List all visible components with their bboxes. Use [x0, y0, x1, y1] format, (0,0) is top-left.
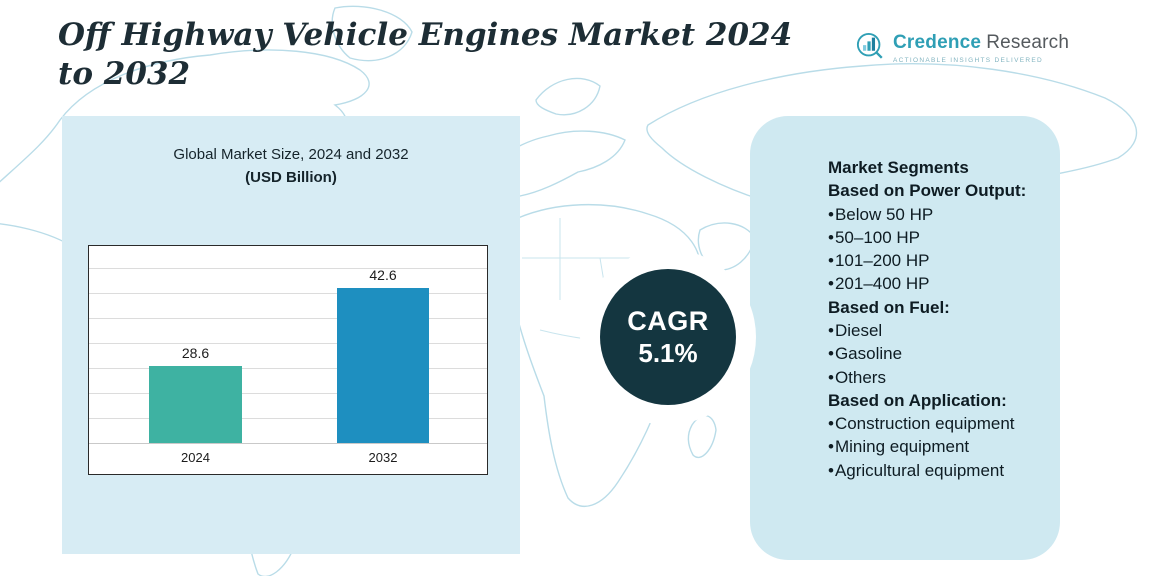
brand-logo: Credence Research Actionable Insights Del…: [856, 32, 1069, 67]
cagr-badge: CAGR 5.1%: [600, 269, 736, 405]
map-arabia: [697, 222, 756, 271]
segment-item: Construction equipment: [828, 412, 1062, 435]
brand-name-secondary: Research: [986, 32, 1070, 53]
segment-heading-application: Based on Application:: [828, 390, 1007, 410]
segment-item: Gasoline: [828, 342, 1062, 365]
segment-item: 201–400 HP: [828, 272, 1062, 295]
logo-icon: [856, 32, 886, 67]
brand-name: Credence Research: [893, 32, 1069, 54]
segment-item: Mining equipment: [828, 435, 1062, 458]
chart-panel: Global Market Size, 2024 and 2032 (USD B…: [62, 116, 520, 554]
segments-title: Market Segments: [828, 158, 969, 177]
map-scandinavia: [535, 77, 601, 116]
chart-subtitle: (USD Billion): [245, 169, 337, 186]
chart-plot-area: 28.6 42.6: [89, 246, 487, 444]
chart-title: Global Market Size, 2024 and 2032: [173, 146, 409, 163]
chart-x-axis: 2024 2032: [89, 444, 487, 473]
segment-heading-fuel: Based on Fuel:: [828, 297, 950, 317]
segment-item: Agricultural equipment: [828, 459, 1062, 482]
cagr-value: 5.1%: [638, 337, 698, 368]
bar-2032: [337, 287, 429, 443]
bar-group-2032: 42.6: [337, 246, 429, 443]
map-africa: [507, 203, 702, 507]
bar-value-label-2032: 42.6: [369, 266, 397, 283]
segments-panel: Market Segments Based on Power Output: B…: [750, 116, 1060, 560]
x-axis-label-2024: 2024: [181, 450, 210, 465]
segment-heading-power-output: Based on Power Output:: [828, 181, 1027, 201]
map-greenland: [331, 5, 413, 62]
segment-item: 50–100 HP: [828, 226, 1062, 249]
bar-chart: 28.6 42.6 2024 2032: [88, 245, 488, 475]
cagr-label: CAGR: [627, 305, 709, 336]
brand-name-primary: Credence: [893, 32, 982, 53]
map-madagascar: [687, 415, 717, 458]
bar-2024: [149, 366, 242, 443]
segment-item: Others: [828, 366, 1062, 389]
brand-tagline: Actionable Insights Delivered: [893, 57, 1044, 64]
segments-list: Market Segments Based on Power Output: B…: [828, 156, 1062, 482]
bar-group-2024: 28.6: [149, 246, 242, 443]
segment-item: Diesel: [828, 319, 1062, 342]
bar-value-label-2024: 28.6: [181, 345, 210, 362]
segment-item: Below 50 HP: [828, 203, 1062, 226]
page-title: Off Highway Vehicle Engines Market 2024 …: [58, 17, 793, 93]
x-axis-label-2032: 2032: [368, 450, 398, 465]
segment-item: 101–200 HP: [828, 249, 1062, 272]
logo-text: Credence Research Actionable Insights Del…: [893, 32, 1069, 64]
